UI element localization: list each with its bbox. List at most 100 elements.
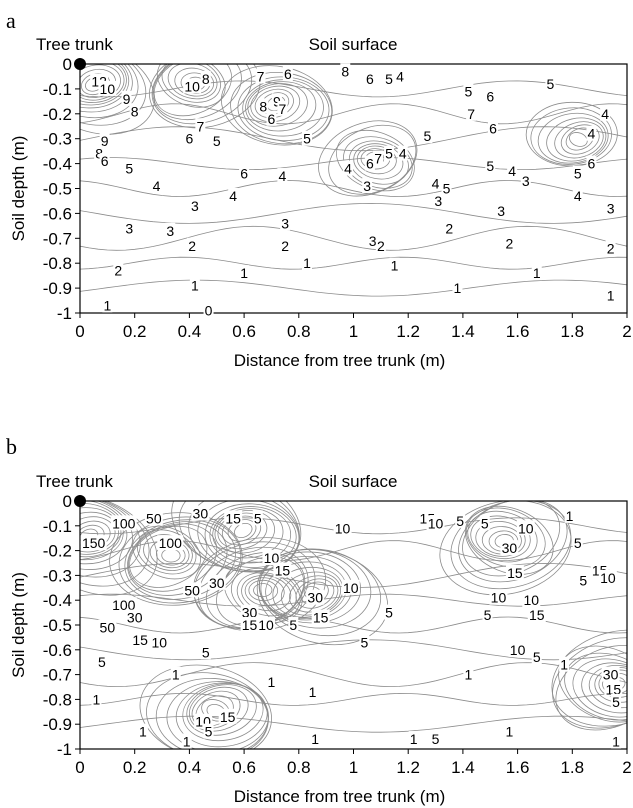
contour-line	[80, 517, 627, 535]
contour-line	[80, 180, 627, 197]
contour-label: 6	[486, 88, 494, 104]
contour-line	[328, 124, 417, 195]
contour-label-bg	[572, 187, 583, 203]
y-tick-label: -0.6	[43, 204, 72, 223]
contour-label-bg	[280, 215, 291, 231]
contour-line	[80, 64, 121, 101]
contour-line	[241, 574, 292, 612]
contour-label: 6	[588, 156, 596, 172]
contour-label-bg	[373, 150, 384, 166]
contour-line	[318, 120, 418, 197]
contour-line	[80, 225, 627, 251]
contour-label-bg	[181, 733, 192, 749]
contour-line	[353, 143, 404, 180]
x-tick-label: 0.4	[178, 758, 202, 777]
contour-label: 5	[385, 71, 393, 87]
contour-line	[80, 501, 133, 570]
contour-label-bg	[121, 90, 132, 106]
contour-label: 15	[507, 565, 523, 581]
contour-line	[348, 140, 409, 185]
contour-label-bg	[343, 160, 354, 176]
contour-label-bg	[479, 515, 490, 531]
contour-label-bg	[485, 88, 496, 104]
contour-label: 2	[114, 263, 122, 279]
contour-label: 5	[202, 644, 210, 660]
contour-label-bg	[183, 582, 202, 598]
contour-label: 5	[303, 131, 311, 147]
contour-line	[80, 64, 130, 109]
y-tick-label: -0.3	[43, 566, 72, 585]
contour-label-bg	[91, 691, 102, 707]
contour-label: 15	[220, 709, 236, 725]
contour-label: 5	[443, 181, 451, 197]
x-tick-label: 1.4	[451, 758, 475, 777]
contour-label-bg	[282, 65, 293, 81]
contour-label: 1	[183, 734, 191, 750]
contour-label-bg	[256, 617, 275, 632]
contour-label-bg	[444, 220, 455, 236]
contour-label: 3	[497, 203, 505, 219]
contour-label: 3	[607, 200, 615, 216]
x-tick-label: 1	[349, 758, 358, 777]
contour-line	[191, 690, 241, 729]
contour-label-bg	[157, 535, 184, 551]
contour-label: 6	[284, 66, 292, 82]
contour-label: 1	[464, 667, 472, 683]
contour-label: 4	[508, 163, 516, 179]
contour-label: 1	[268, 674, 276, 690]
y-tick-label: -0.4	[43, 591, 72, 610]
contour-label: 0	[205, 303, 213, 319]
contour-label-bg	[500, 540, 519, 556]
contour-label: 4	[278, 168, 286, 184]
contour-label: 4	[229, 188, 237, 204]
y-tick-label: -0.1	[43, 80, 72, 99]
contour-label-bg	[466, 105, 477, 121]
contour-label: 1	[454, 280, 462, 296]
contour-label-bg	[288, 617, 299, 632]
contour-label-bg	[277, 100, 288, 116]
x-tick-label: 1.6	[506, 758, 530, 777]
contour-label-bg	[333, 520, 352, 536]
contour-line	[530, 107, 612, 165]
contour-label: 2	[188, 238, 196, 254]
contour-label: 150	[82, 535, 106, 551]
contour-line	[80, 256, 627, 270]
contour-line	[244, 577, 285, 606]
contour-label-bg	[207, 574, 226, 590]
contour-line	[572, 658, 627, 718]
contour-label: 100	[112, 515, 136, 531]
contour-label: 3	[281, 215, 289, 231]
y-tick-label: -0.6	[43, 641, 72, 660]
contour-label: 1	[309, 684, 317, 700]
contour-label: 3	[434, 193, 442, 209]
x-axis-label: Distance from tree trunk (m)	[234, 351, 446, 370]
contour-label: 50	[184, 582, 200, 598]
contour-label-bg	[239, 265, 250, 281]
contour-line	[174, 67, 215, 97]
x-tick-label: 2	[622, 322, 631, 341]
y-tick-label: -1	[57, 740, 72, 759]
contour-label-bg	[531, 265, 542, 281]
y-axis-label: Soil depth (m)	[9, 136, 28, 242]
contour-label-bg	[307, 683, 318, 699]
contour-label-bg	[600, 105, 611, 121]
contour-label-bg	[341, 579, 360, 595]
contour-label: 1	[566, 508, 574, 524]
contour-label: 1	[93, 691, 101, 707]
y-tick-label: 0	[63, 55, 72, 74]
contour-line	[464, 505, 554, 575]
contour-label-bg	[367, 232, 378, 248]
contour-label-bg	[189, 197, 200, 213]
contour-line	[137, 529, 197, 575]
contour-label: 30	[209, 575, 225, 591]
y-tick-label: -0.8	[43, 254, 72, 273]
contour-label: 1	[533, 265, 541, 281]
contour-label-bg	[605, 240, 616, 256]
contour-line	[356, 145, 397, 175]
contour-label: 5	[612, 694, 620, 710]
contour-line	[80, 593, 627, 607]
contour-line	[242, 79, 324, 137]
contour-line	[80, 715, 627, 733]
contour-label: 5	[213, 133, 221, 149]
